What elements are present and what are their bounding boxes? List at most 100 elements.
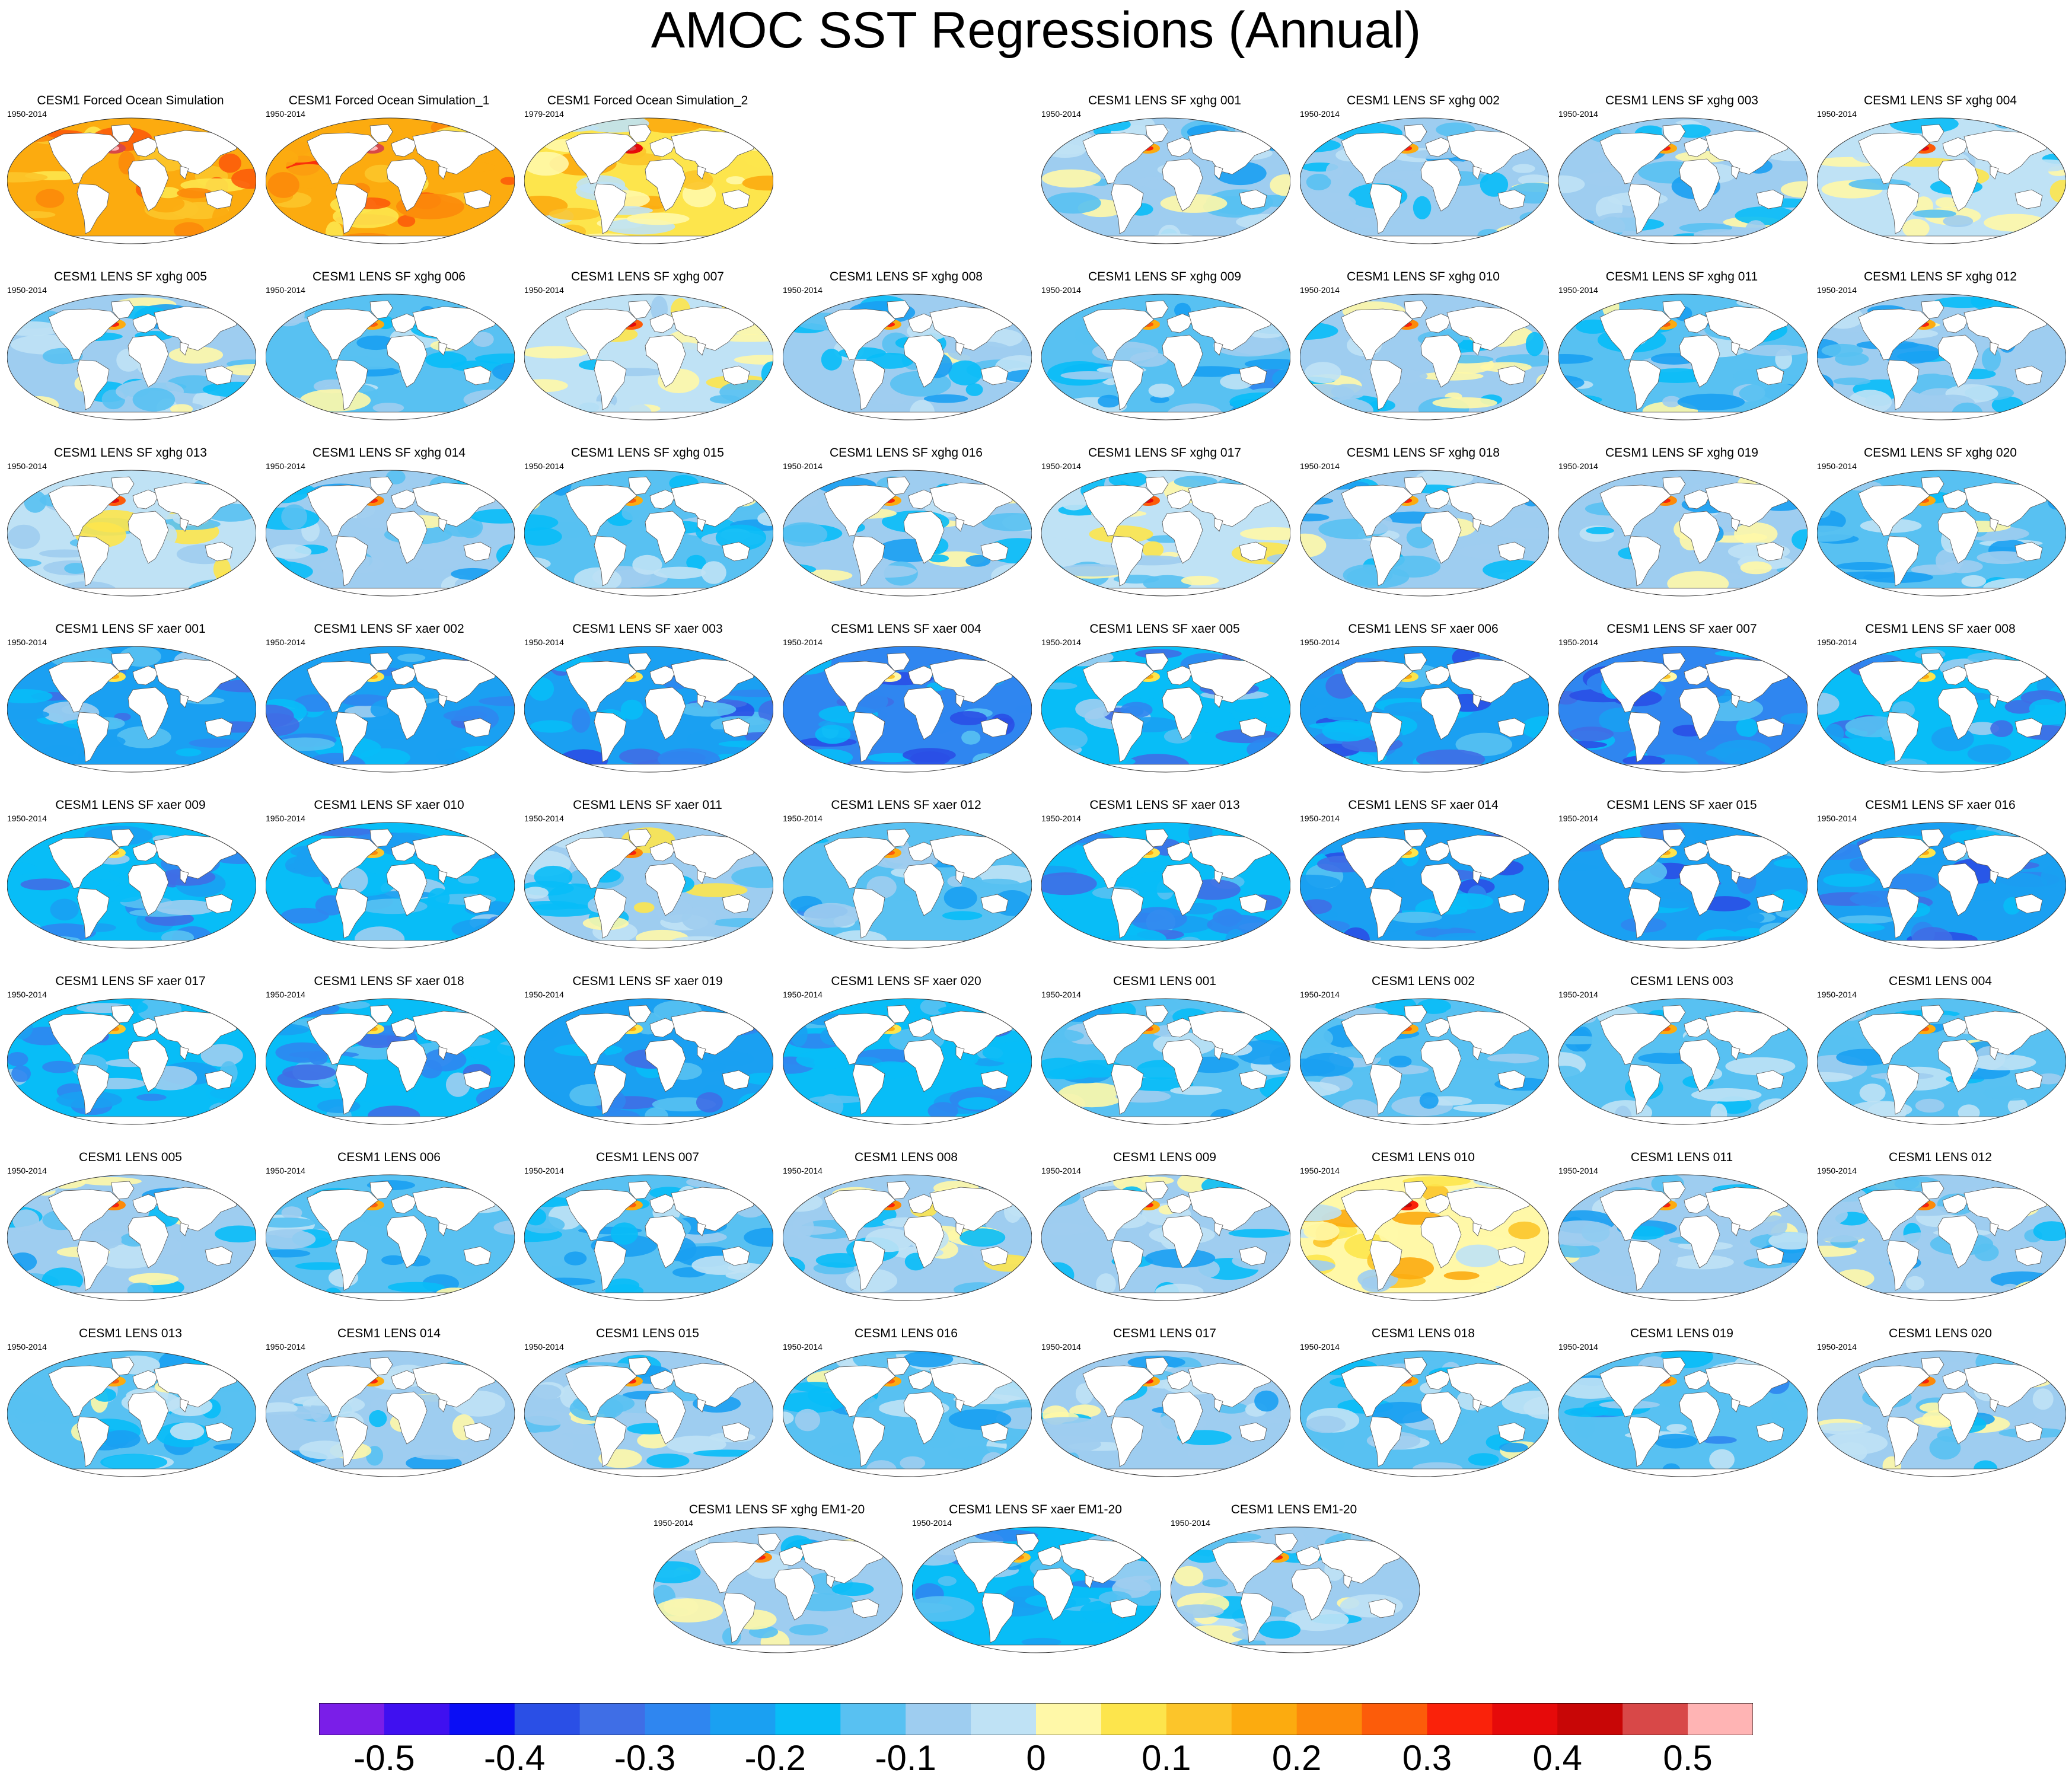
anomaly-patch	[1984, 213, 2047, 232]
anomaly-patch	[619, 748, 662, 764]
continent-south-america	[335, 183, 368, 234]
anomaly-patch	[981, 1452, 1006, 1477]
anomaly-patch	[1977, 551, 2029, 565]
map-outline	[783, 1350, 1032, 1477]
continent-india	[438, 870, 448, 884]
anomaly-patch	[1739, 382, 1800, 405]
map-outline	[7, 998, 256, 1125]
continent-antarctica	[288, 235, 492, 244]
panel-title: CESM1 LENS SF xaer 020	[831, 974, 981, 988]
anomaly-patch	[1228, 1229, 1290, 1238]
regression-map	[7, 1350, 256, 1477]
continent-antarctica	[1322, 1468, 1526, 1477]
continent-india	[1990, 342, 1999, 356]
continent-south-america	[1369, 536, 1402, 586]
continent-south-america	[594, 183, 627, 234]
anomaly-patch	[1231, 697, 1263, 713]
continent-greenland	[1404, 476, 1427, 495]
anomaly-patch	[1445, 893, 1494, 910]
anomaly-patch	[7, 1052, 28, 1067]
continent-europe	[649, 1370, 677, 1390]
continent-south-america	[1628, 536, 1661, 586]
anomaly-patch	[2047, 493, 2065, 510]
continent-india	[1990, 694, 1999, 708]
continent-australia	[722, 894, 750, 914]
anomaly-patch	[1662, 396, 1681, 407]
map-panel: CESM1 LENS SF xaer 010 1950-2014	[260, 798, 518, 976]
panel-years: 1950-2014	[1817, 814, 1857, 823]
anomaly-patch	[8, 524, 40, 549]
anomaly-patch	[1470, 1269, 1528, 1283]
colorbar-segment	[1362, 1703, 1427, 1735]
anomaly-patch	[1966, 722, 2000, 735]
continent-africa	[1937, 687, 1979, 740]
continent-north-america	[824, 308, 896, 361]
map-panel: CESM1 LENS SF xaer 017 1950-2014	[1, 974, 260, 1152]
continent-south-america	[594, 1240, 627, 1291]
anomaly-patch	[445, 1072, 470, 1097]
anomaly-patch	[1646, 368, 1709, 383]
anomaly-patch	[783, 522, 828, 547]
map-outline	[266, 1350, 515, 1477]
map-outline	[266, 1174, 515, 1301]
map-outline	[1817, 998, 2066, 1125]
anomaly-patch	[1390, 911, 1442, 923]
anomaly-patch	[690, 119, 726, 129]
continent-north-america	[1858, 1013, 1930, 1065]
anomaly-patch	[1302, 1053, 1354, 1077]
continent-india	[1214, 870, 1223, 884]
continent-india	[180, 1046, 189, 1060]
anomaly-patch	[1817, 646, 1846, 665]
map-panel: CESM1 LENS SF xghg 008 1950-2014	[777, 270, 1035, 448]
anomaly-patch	[679, 702, 737, 717]
regression-map	[266, 646, 515, 773]
continent-north-america	[1858, 1189, 1930, 1241]
continent-greenland	[1145, 828, 1169, 847]
continent-africa	[1937, 158, 1979, 212]
anomaly-patch	[1015, 705, 1032, 713]
continent-antarctica	[805, 1292, 1009, 1301]
anomaly-patch	[280, 907, 329, 924]
map-outline	[1817, 117, 2066, 244]
anomaly-patch	[1060, 371, 1117, 380]
anomaly-patch	[942, 911, 983, 920]
continent-south-america	[1111, 536, 1144, 586]
continent-south-america	[76, 536, 110, 586]
continent-antarctica	[30, 1292, 234, 1301]
anomaly-patch	[856, 1527, 885, 1540]
anomaly-patch	[369, 1410, 387, 1427]
continent-south-america	[852, 359, 885, 410]
continent-australia	[980, 365, 1009, 385]
anomaly-patch	[1590, 1271, 1612, 1285]
continent-africa	[645, 863, 686, 916]
map-outline	[7, 294, 256, 420]
map-panel: CESM1 LENS 002 1950-2014	[1294, 974, 1553, 1152]
anomaly-patch	[43, 1285, 86, 1300]
continent-south-america	[335, 536, 368, 586]
colorbar-segment	[1231, 1703, 1298, 1735]
regression-map	[7, 117, 256, 244]
continent-south-america	[335, 1240, 368, 1291]
anomaly-patch	[359, 729, 407, 741]
continent-australia	[205, 718, 233, 738]
continent-antarctica	[1840, 412, 2044, 420]
continent-south-america	[852, 536, 885, 586]
anomaly-patch	[276, 1352, 294, 1377]
panel-years: 1950-2014	[266, 1342, 305, 1352]
map-outline	[524, 294, 773, 420]
anomaly-patch	[703, 1084, 723, 1095]
map-outline	[524, 1350, 773, 1477]
anomaly-patch	[1885, 873, 1938, 893]
continent-north-america	[307, 308, 379, 361]
anomaly-patch	[2020, 565, 2055, 583]
anomaly-patch	[947, 1446, 1013, 1461]
continent-africa	[1420, 334, 1462, 388]
continent-south-america	[335, 359, 368, 410]
continent-north-america	[48, 661, 120, 713]
anomaly-patch	[1436, 933, 1497, 942]
anomaly-patch	[1768, 1232, 1808, 1250]
colorbar-segment	[840, 1703, 906, 1735]
continent-south-america	[1886, 888, 1920, 939]
map-panel: CESM1 LENS 013 1950-2014	[1, 1327, 260, 1505]
continent-south-america	[1369, 1064, 1402, 1115]
